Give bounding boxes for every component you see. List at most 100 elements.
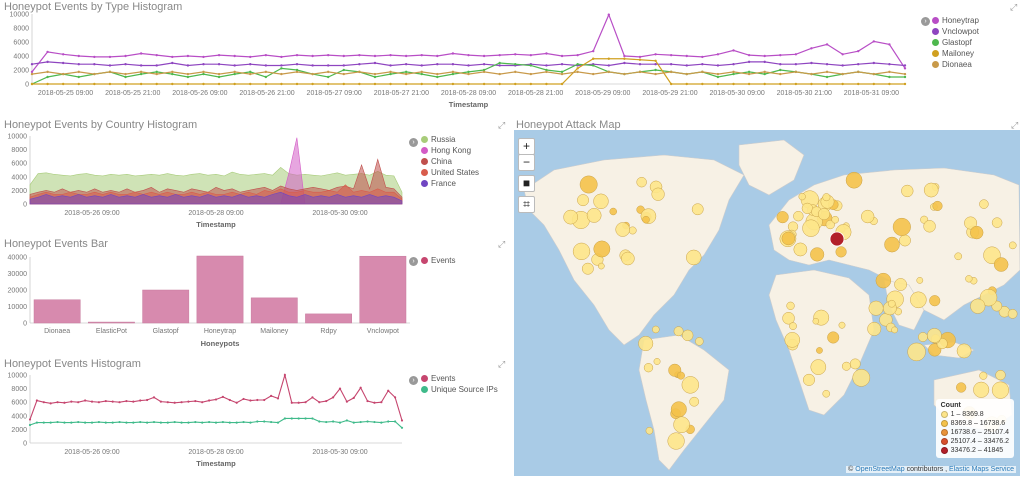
data-point [228, 398, 231, 402]
legend-item[interactable]: Vnclowpot [932, 26, 979, 37]
data-point [545, 82, 548, 86]
data-point [638, 58, 642, 61]
legend-item[interactable]: Dionaea [932, 59, 979, 70]
data-point [139, 52, 143, 55]
legend-toggle-icon[interactable]: › [409, 376, 418, 385]
data-point [338, 421, 342, 424]
fit-bounds-button[interactable]: ⌗ [518, 196, 535, 213]
legend-item[interactable]: Russia [421, 134, 479, 145]
data-point [270, 394, 273, 397]
osm-link[interactable]: OpenStreetMap [855, 466, 905, 473]
legend-swatch-icon [940, 420, 948, 427]
x-tick-label: 2018-05-30 21:00 [777, 90, 832, 97]
data-point [373, 72, 377, 76]
data-point [482, 82, 486, 86]
data-point [155, 70, 158, 74]
data-point [732, 82, 735, 86]
map-point [695, 337, 704, 346]
data-point [194, 420, 197, 424]
legend-item[interactable]: Events [421, 373, 498, 384]
expand-icon[interactable]: ⤢ [1011, 120, 1019, 130]
map-point [802, 219, 820, 237]
x-tick-label: 2018-05-30 09:00 [312, 210, 367, 217]
y-tick-label: 6000 [13, 40, 29, 47]
data-point [146, 398, 149, 402]
map-legend-label: 1 – 8369.8 [950, 411, 984, 418]
data-point [888, 63, 891, 66]
data-point [249, 70, 252, 74]
data-point [825, 70, 829, 74]
zoom-out-button[interactable]: − [518, 154, 535, 171]
legend-item[interactable]: Glastopf [932, 37, 979, 48]
map-point [621, 251, 635, 266]
world-map[interactable] [514, 130, 1020, 476]
data-point [389, 53, 392, 57]
data-point [779, 53, 782, 57]
data-point [242, 397, 245, 401]
data-point [249, 55, 252, 59]
data-point [124, 54, 127, 58]
data-point [467, 72, 470, 76]
data-point [560, 70, 564, 74]
data-point [387, 389, 390, 392]
legend-item[interactable]: France [421, 178, 479, 189]
data-point [217, 53, 221, 57]
data-point [70, 400, 73, 403]
country-histogram-chart: 10000 8000 6000 4000 2000 0 2018-05-26 09:00 20… [8, 134, 403, 229]
draw-rectangle-button[interactable]: ■ [518, 175, 535, 192]
legend-item[interactable]: Hong Kong [421, 145, 479, 156]
data-point [872, 40, 876, 43]
legend-item[interactable]: Events [421, 255, 455, 266]
map-point [838, 321, 846, 329]
legend-item[interactable]: Unique Source IPs [421, 384, 498, 395]
data-point [30, 82, 34, 86]
x-tick-label: 2018-05-25 09:00 [38, 90, 93, 97]
data-point [366, 399, 369, 403]
data-point [139, 82, 143, 86]
data-point [217, 82, 221, 86]
data-point [283, 417, 286, 420]
expand-icon[interactable]: ⤢ [1010, 2, 1018, 12]
greenland-land [738, 139, 805, 196]
map-point [681, 376, 700, 394]
data-point [233, 72, 236, 76]
data-point [669, 82, 673, 86]
legend-label: Dionaea [942, 60, 972, 69]
data-point [342, 72, 345, 76]
legend-item[interactable]: Mailoney [932, 48, 979, 59]
data-point [716, 72, 720, 76]
map-point [581, 262, 594, 275]
data-point [280, 55, 283, 59]
data-point [654, 53, 657, 56]
expand-icon[interactable]: ⤢ [498, 120, 506, 130]
zoom-in-button[interactable]: + [518, 138, 535, 155]
data-point [326, 70, 330, 74]
expand-icon[interactable]: ⤢ [498, 239, 506, 249]
x-tick-label: 2018-05-28 09:00 [188, 210, 243, 217]
data-point [264, 64, 268, 67]
data-point [217, 72, 221, 76]
map-point [776, 211, 789, 224]
legend-item[interactable]: Honeytrap [932, 15, 979, 26]
data-point [529, 72, 533, 76]
bar [196, 255, 244, 324]
expand-icon[interactable]: ⤢ [498, 359, 506, 369]
legend-item[interactable]: China [421, 156, 479, 167]
data-point [201, 421, 204, 424]
legend-toggle-icon[interactable]: › [409, 138, 418, 147]
data-point [214, 398, 218, 401]
map-point [970, 225, 984, 240]
legend-toggle-icon[interactable]: › [409, 257, 418, 266]
data-point [201, 401, 204, 404]
ems-link[interactable]: Elastic Maps Service [949, 466, 1014, 473]
map-point [964, 216, 978, 230]
data-point [155, 82, 158, 86]
data-point [467, 53, 470, 57]
legend-toggle-icon[interactable]: › [921, 17, 930, 26]
data-point [389, 70, 392, 74]
data-point [576, 53, 579, 57]
x-tick-label: 2018-05-29 09:00 [575, 90, 630, 97]
legend-item[interactable]: United States [421, 167, 479, 178]
map-viewport[interactable]: + − ■ ⌗ Count 1 – 8369.8 8369.8 – 16738.6… [514, 130, 1020, 476]
map-point [682, 329, 694, 342]
